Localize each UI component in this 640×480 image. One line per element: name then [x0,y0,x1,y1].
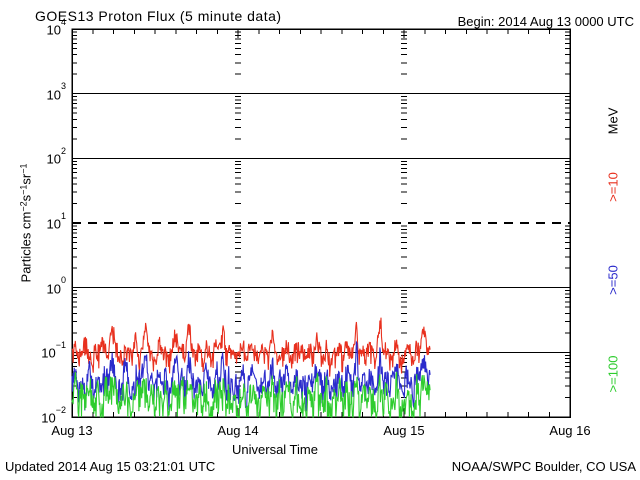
x-tick-label-aug-15: Aug 15 [383,423,425,438]
x-tick-label-aug-14: Aug 14 [217,423,259,438]
y-tick-label-10e-1: 10−1 [41,339,66,361]
x-axis-title: Universal Time [232,442,318,457]
series-trace-50MeV [71,340,431,413]
updated-timestamp: Updated 2014 Aug 15 03:21:01 UTC [5,459,216,474]
y-axis-title: Particles cm−2s−1sr−1 [18,163,34,283]
y-tick-label-10e4: 104 [46,16,66,38]
y-tick-label-10e1: 101 [46,210,66,232]
x-tick-label-aug-16: Aug 16 [549,423,591,438]
series-trace-100MeV [71,371,431,418]
y-tick-label-10e3: 103 [46,81,66,102]
legend-label-MeV: MeV [605,107,621,135]
legend-label-100: >=100 [605,355,621,393]
y-tick-label-10e0: 100 [46,275,66,296]
y-tick-label-10e-2: 10−2 [41,404,66,426]
source-attribution: NOAA/SWPC Boulder, CO USA [451,459,636,474]
x-tick-label-aug-13: Aug 13 [51,423,93,438]
begin-time-label: Begin: 2014 Aug 13 0000 UTC [457,14,634,29]
legend-label-50: >=50 [605,265,621,295]
legend-label-10: >=10 [605,172,621,202]
y-tick-label-10e2: 102 [46,145,66,167]
series-trace-10MeV [71,317,431,377]
plot-frame [71,28,571,418]
chart-title: GOES13 Proton Flux (5 minute data) [35,8,282,24]
